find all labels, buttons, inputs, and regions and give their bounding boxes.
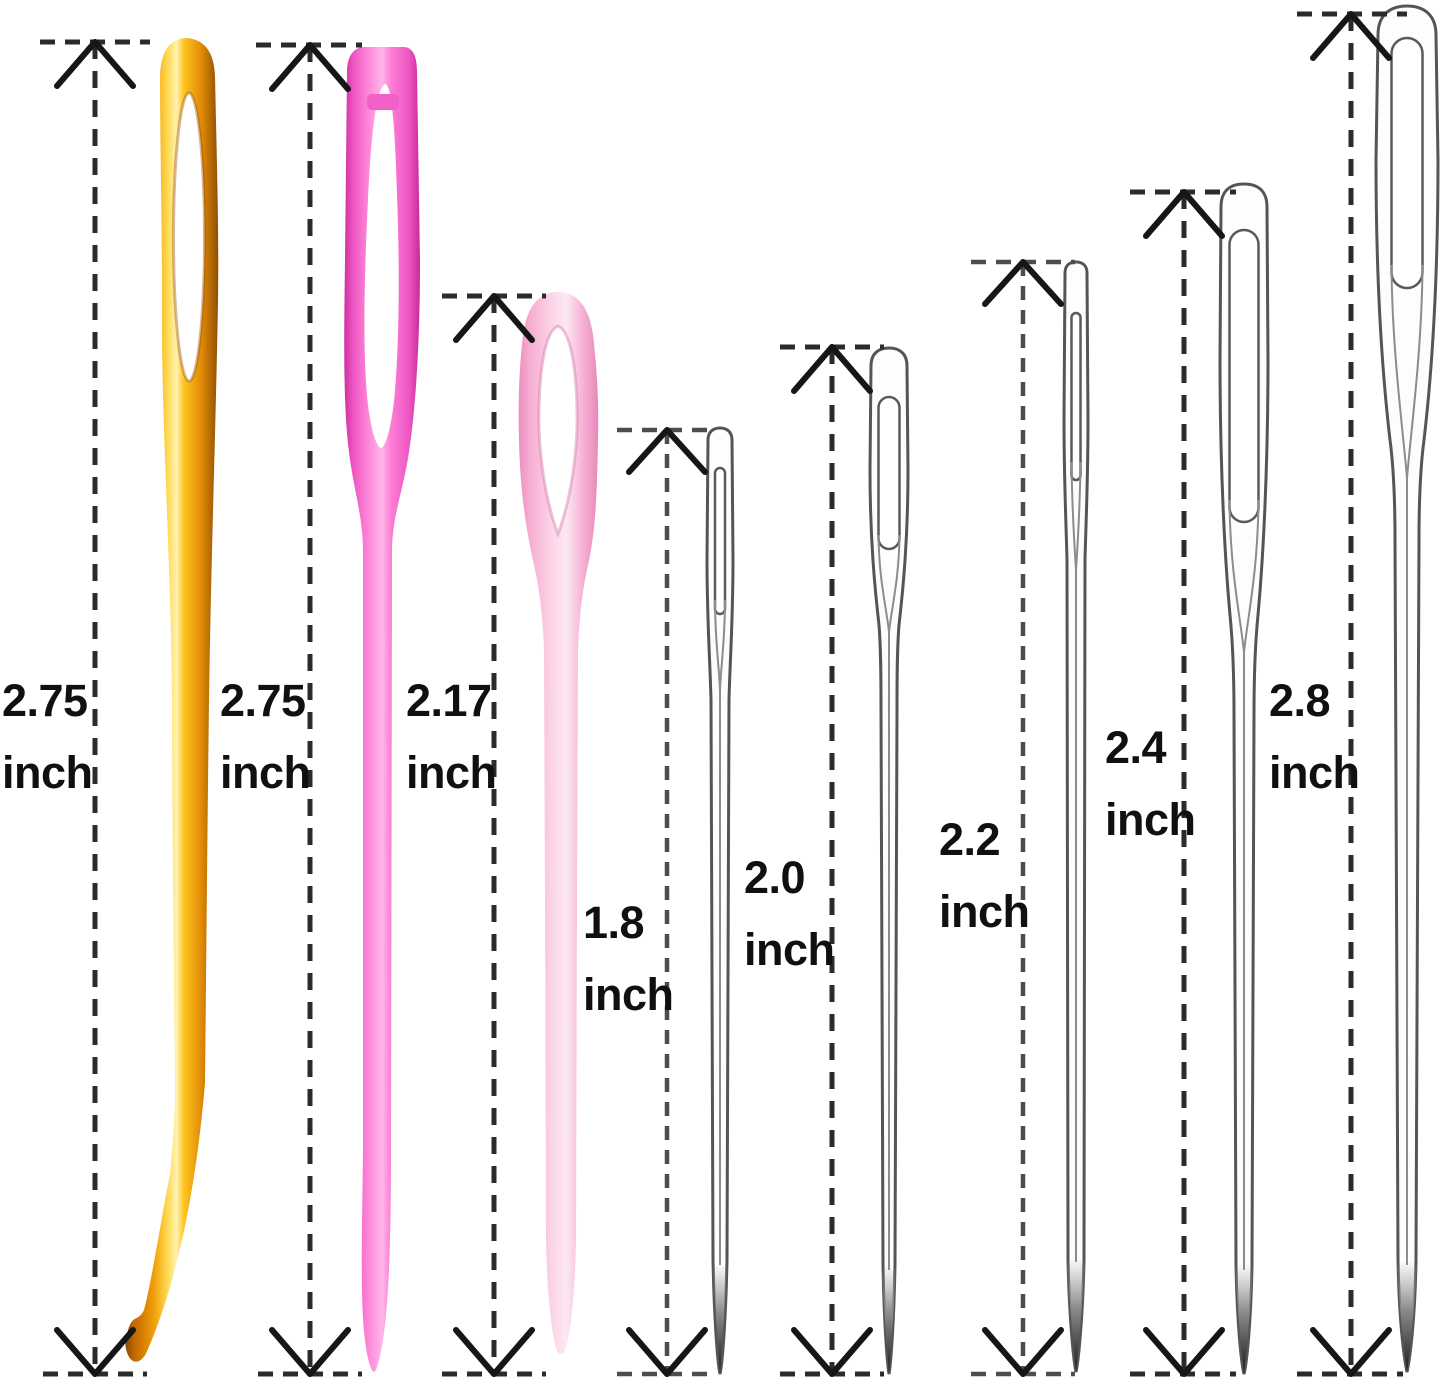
- needle-2-eye-crossbar: [367, 94, 399, 110]
- dimension-label-1: 2.75 inch: [2, 665, 93, 809]
- dimension-value: 2.2: [939, 814, 1001, 865]
- dimension-label-3: 2.17 inch: [406, 665, 497, 809]
- measure-arrow-3: [442, 293, 546, 1377]
- dimension-value: 2.4: [1105, 722, 1167, 773]
- dimension-unit: inch: [2, 747, 93, 798]
- needle-3-eye: [537, 324, 579, 539]
- dimension-label-7: 2.4 inch: [1105, 712, 1196, 856]
- dimension-label-8: 2.8 inch: [1269, 665, 1360, 809]
- dimension-label-5: 2.0 inch: [744, 842, 835, 986]
- needle-1-gold-yarn-needle: [125, 38, 219, 1362]
- dimension-value: 1.8: [583, 897, 645, 948]
- needle-3-light-pink-yarn-needle: [518, 292, 599, 1354]
- needle-2-pink-yarn-needle: [344, 47, 420, 1372]
- needle-7-steel-tapestry-needle: [1218, 182, 1270, 1375]
- measure-arrow-1: [40, 39, 150, 1377]
- dimension-label-4: 1.8 inch: [583, 887, 674, 1031]
- dimension-unit: inch: [939, 886, 1030, 937]
- measure-arrow-7: [1130, 189, 1236, 1377]
- dimension-unit: inch: [1269, 747, 1360, 798]
- needle-7-eye: [1228, 228, 1260, 524]
- dimension-unit: inch: [220, 747, 311, 798]
- dimension-label-2: 2.75 inch: [220, 665, 311, 809]
- needle-5-eye: [877, 395, 901, 551]
- needle-2-eye: [364, 84, 399, 448]
- dimension-value: 2.75: [220, 675, 306, 726]
- measure-arrow-8: [1297, 11, 1407, 1377]
- dimension-value: 2.17: [406, 675, 492, 726]
- needle-4-eye: [713, 466, 727, 616]
- dimension-label-6: 2.2 inch: [939, 804, 1030, 948]
- dimension-value: 2.0: [744, 852, 806, 903]
- needle-5-steel-tapestry-needle: [868, 346, 910, 1375]
- dimension-unit: inch: [744, 924, 835, 975]
- needle-6-eye: [1070, 311, 1082, 482]
- dimension-value: 2.8: [1269, 675, 1331, 726]
- measure-arrow-4: [617, 427, 717, 1377]
- needle-4-steel-tapestry-needle: [705, 426, 735, 1375]
- dimension-unit: inch: [1105, 794, 1196, 845]
- measure-arrow-5: [780, 344, 884, 1377]
- needle-6-steel-tapestry-needle: [1062, 260, 1090, 1373]
- needle-8-steel-tapestry-needle: [1374, 4, 1440, 1373]
- dimension-unit: inch: [583, 969, 674, 1020]
- dimension-unit: inch: [406, 747, 497, 798]
- needle-1-eye: [172, 91, 206, 383]
- measure-arrow-6: [971, 259, 1075, 1377]
- needle-8-eye: [1390, 36, 1424, 290]
- measure-arrow-2: [256, 42, 362, 1377]
- dimension-value: 2.75: [2, 675, 88, 726]
